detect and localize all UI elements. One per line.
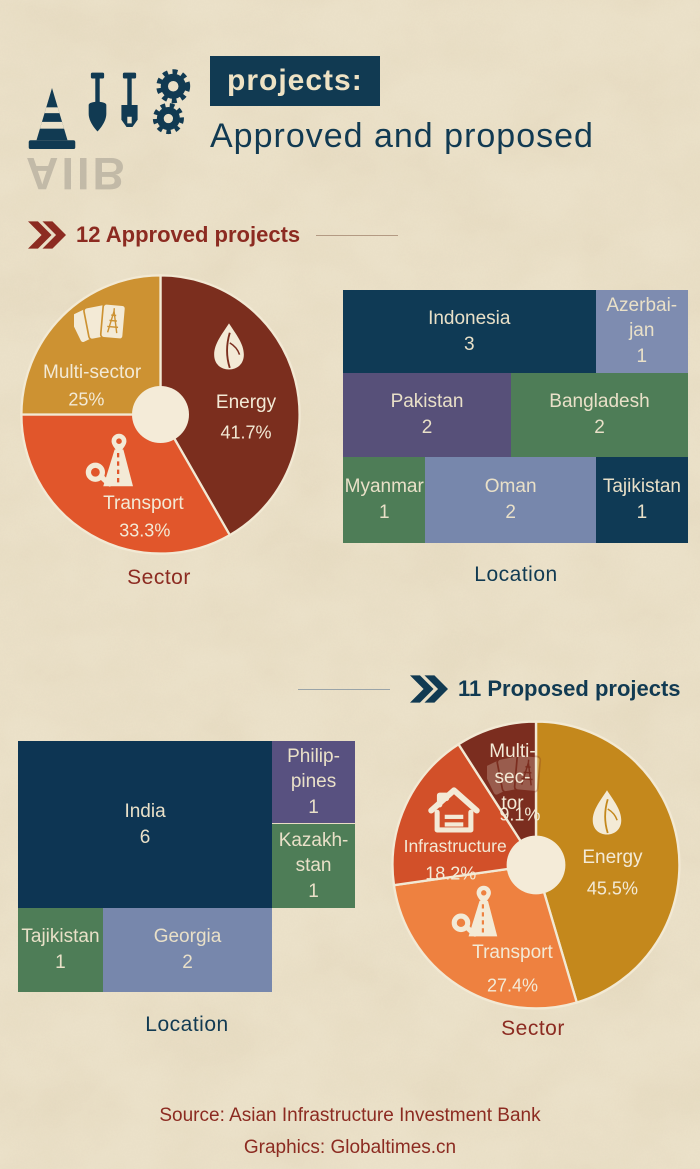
treemap-cell-georgia: Georgia 2 (102, 907, 273, 992)
treemap-cell-oman: Oman 2 (425, 456, 596, 543)
pie-label-energy: Energy (582, 846, 643, 868)
double-chevron-icon (410, 675, 448, 703)
credit-line: Graphics: Globaltimes.cn (243, 1137, 457, 1158)
treemap-cell-value: 2 (421, 417, 433, 439)
treemap-cell-india: India 6 (18, 741, 273, 908)
road-icon (84, 432, 140, 488)
road-icon (450, 884, 504, 938)
treemap-cell-azerbaijan: Azerbai- jan 1 (595, 290, 688, 373)
pie-slice-infrastructure (391, 742, 538, 887)
pie-label-transport: Transport (472, 942, 553, 964)
pie-slice-energy (159, 274, 301, 537)
proposed-location-caption: Location (145, 1013, 229, 1036)
flame-icon (204, 321, 254, 371)
treemap-cell-value: 2 (182, 952, 193, 974)
treemap-cell-label: Azerbai- jan (606, 295, 678, 342)
proposed-sector-caption: Sector (501, 1017, 565, 1040)
proposed-heading: 11 Proposed projects (298, 675, 681, 703)
proposed-sector-pie-chart: Energy 45.5% Transport 27.4% Infrastructur… (389, 718, 683, 1012)
proposed-heading-text: 11 Proposed projects (458, 676, 681, 701)
cards-icon (487, 746, 549, 808)
treemap-cell-tajikistan: Tajikistan 1 (18, 907, 103, 992)
treemap-cell-value: 1 (636, 502, 648, 524)
pie-percent-infrastructure: 18.2% (425, 863, 477, 884)
trowel-icon (117, 60, 142, 150)
proposed-location-treemap: India 6 Philip- pines 1 Kazakh- stan 1 Tajikis… (18, 741, 355, 992)
treemap-cell-label: Tajikistan (602, 476, 681, 498)
treemap-cell-value: 1 (308, 880, 319, 902)
treemap-cell-value: 2 (594, 417, 605, 439)
treemap-cell-tajikistan: Tajikistan 1 (595, 456, 688, 543)
logo-reflection-text: AIIB (26, 148, 128, 199)
cards-icon (73, 295, 134, 355)
treemap-cell-value: 1 (55, 952, 66, 974)
treemap-cell-philippines: Philip- pines 1 (272, 741, 355, 823)
source-line: Source: Asian Infrastructure Investment … (159, 1105, 541, 1126)
pie-center-hole (132, 386, 189, 443)
treemap-cell-value: 2 (505, 502, 516, 524)
projects-badge: projects: (210, 56, 380, 106)
pie-svg (391, 720, 681, 1010)
approved-location-caption: Location (474, 563, 558, 586)
traffic-cone-icon (26, 86, 78, 150)
treemap-cell-value: 1 (308, 796, 319, 818)
treemap-cell-kazakhstan: Kazakh- stan 1 (272, 823, 355, 908)
treemap-cell-value: 1 (636, 346, 648, 368)
pie-label-transport: Transport (103, 493, 184, 515)
treemap-cell-label: Georgia (153, 926, 222, 948)
treemap-cell-pakistan: Pakistan 2 (343, 372, 511, 457)
pie-label-energy: Energy (215, 392, 277, 414)
approved-heading-text: 12 Approved projects (76, 222, 301, 247)
pie-percent-transport: 27.4% (486, 975, 538, 996)
flame-icon (583, 788, 631, 836)
treemap-cell-label: Pakistan (390, 391, 464, 413)
double-chevron-icon (28, 221, 66, 249)
approved-location-treemap: Indonesia 3 Azerbai- jan 1 Pakistan 2 Banglade… (343, 290, 688, 543)
pie-percent-multi-sector: 9.1% (499, 804, 541, 825)
heading-rule (316, 234, 399, 236)
approved-sector-caption: Sector (127, 566, 191, 589)
pie-percent-transport: 33.3% (119, 520, 171, 541)
treemap-cell-value: 6 (139, 826, 151, 848)
house-icon (427, 781, 481, 835)
aiib-logo (26, 56, 191, 150)
treemap-cell-label: Bangladesh (549, 391, 650, 413)
pie-slice-multi-sector (456, 720, 538, 870)
treemap-cell-value: 1 (378, 502, 390, 524)
treemap-cell-label: Oman (484, 476, 537, 498)
treemap-cell-indonesia: Indonesia 3 (343, 290, 596, 373)
gears-icon (149, 58, 191, 150)
pie-slice-transport (392, 863, 579, 1010)
treemap-cell-value: 3 (463, 333, 475, 355)
treemap-cell-label: Myanmar (344, 476, 424, 498)
treemap-cell-label: Philip- pines (287, 745, 340, 792)
approved-sector-pie-chart: Energy 41.7% Transport 33.3% Multi-sector 2… (18, 272, 303, 557)
pie-slice-energy (534, 720, 681, 1004)
heading-rule (298, 688, 390, 690)
treemap-cell-label: India (124, 800, 166, 822)
pie-label-infrastructure: Infrastructure (403, 835, 507, 856)
pie-label-multi-sector: Multi-sector (43, 362, 142, 384)
pie-label-multi-sector: Multi- sec- tor (489, 741, 536, 815)
treemap-cell-label: Indonesia (428, 307, 511, 329)
page-title: Approved and proposed (210, 117, 594, 155)
treemap-cell-myanmar: Myanmar 1 (343, 456, 426, 543)
footer: Source: Asian Infrastructure Investment … (0, 1100, 700, 1164)
treemap-cell-label: Kazakh- stan (278, 829, 349, 876)
treemap-cell-label: Tajikistan (21, 926, 100, 948)
shovel-icon (85, 60, 110, 150)
approved-heading: 12 Approved projects (28, 221, 399, 249)
pie-percent-energy: 41.7% (220, 422, 272, 443)
pie-percent-multi-sector: 25% (68, 389, 105, 410)
pie-percent-energy: 45.5% (586, 878, 638, 899)
pie-center-hole (506, 835, 566, 895)
treemap-cell-bangladesh: Bangladesh 2 (511, 372, 688, 457)
